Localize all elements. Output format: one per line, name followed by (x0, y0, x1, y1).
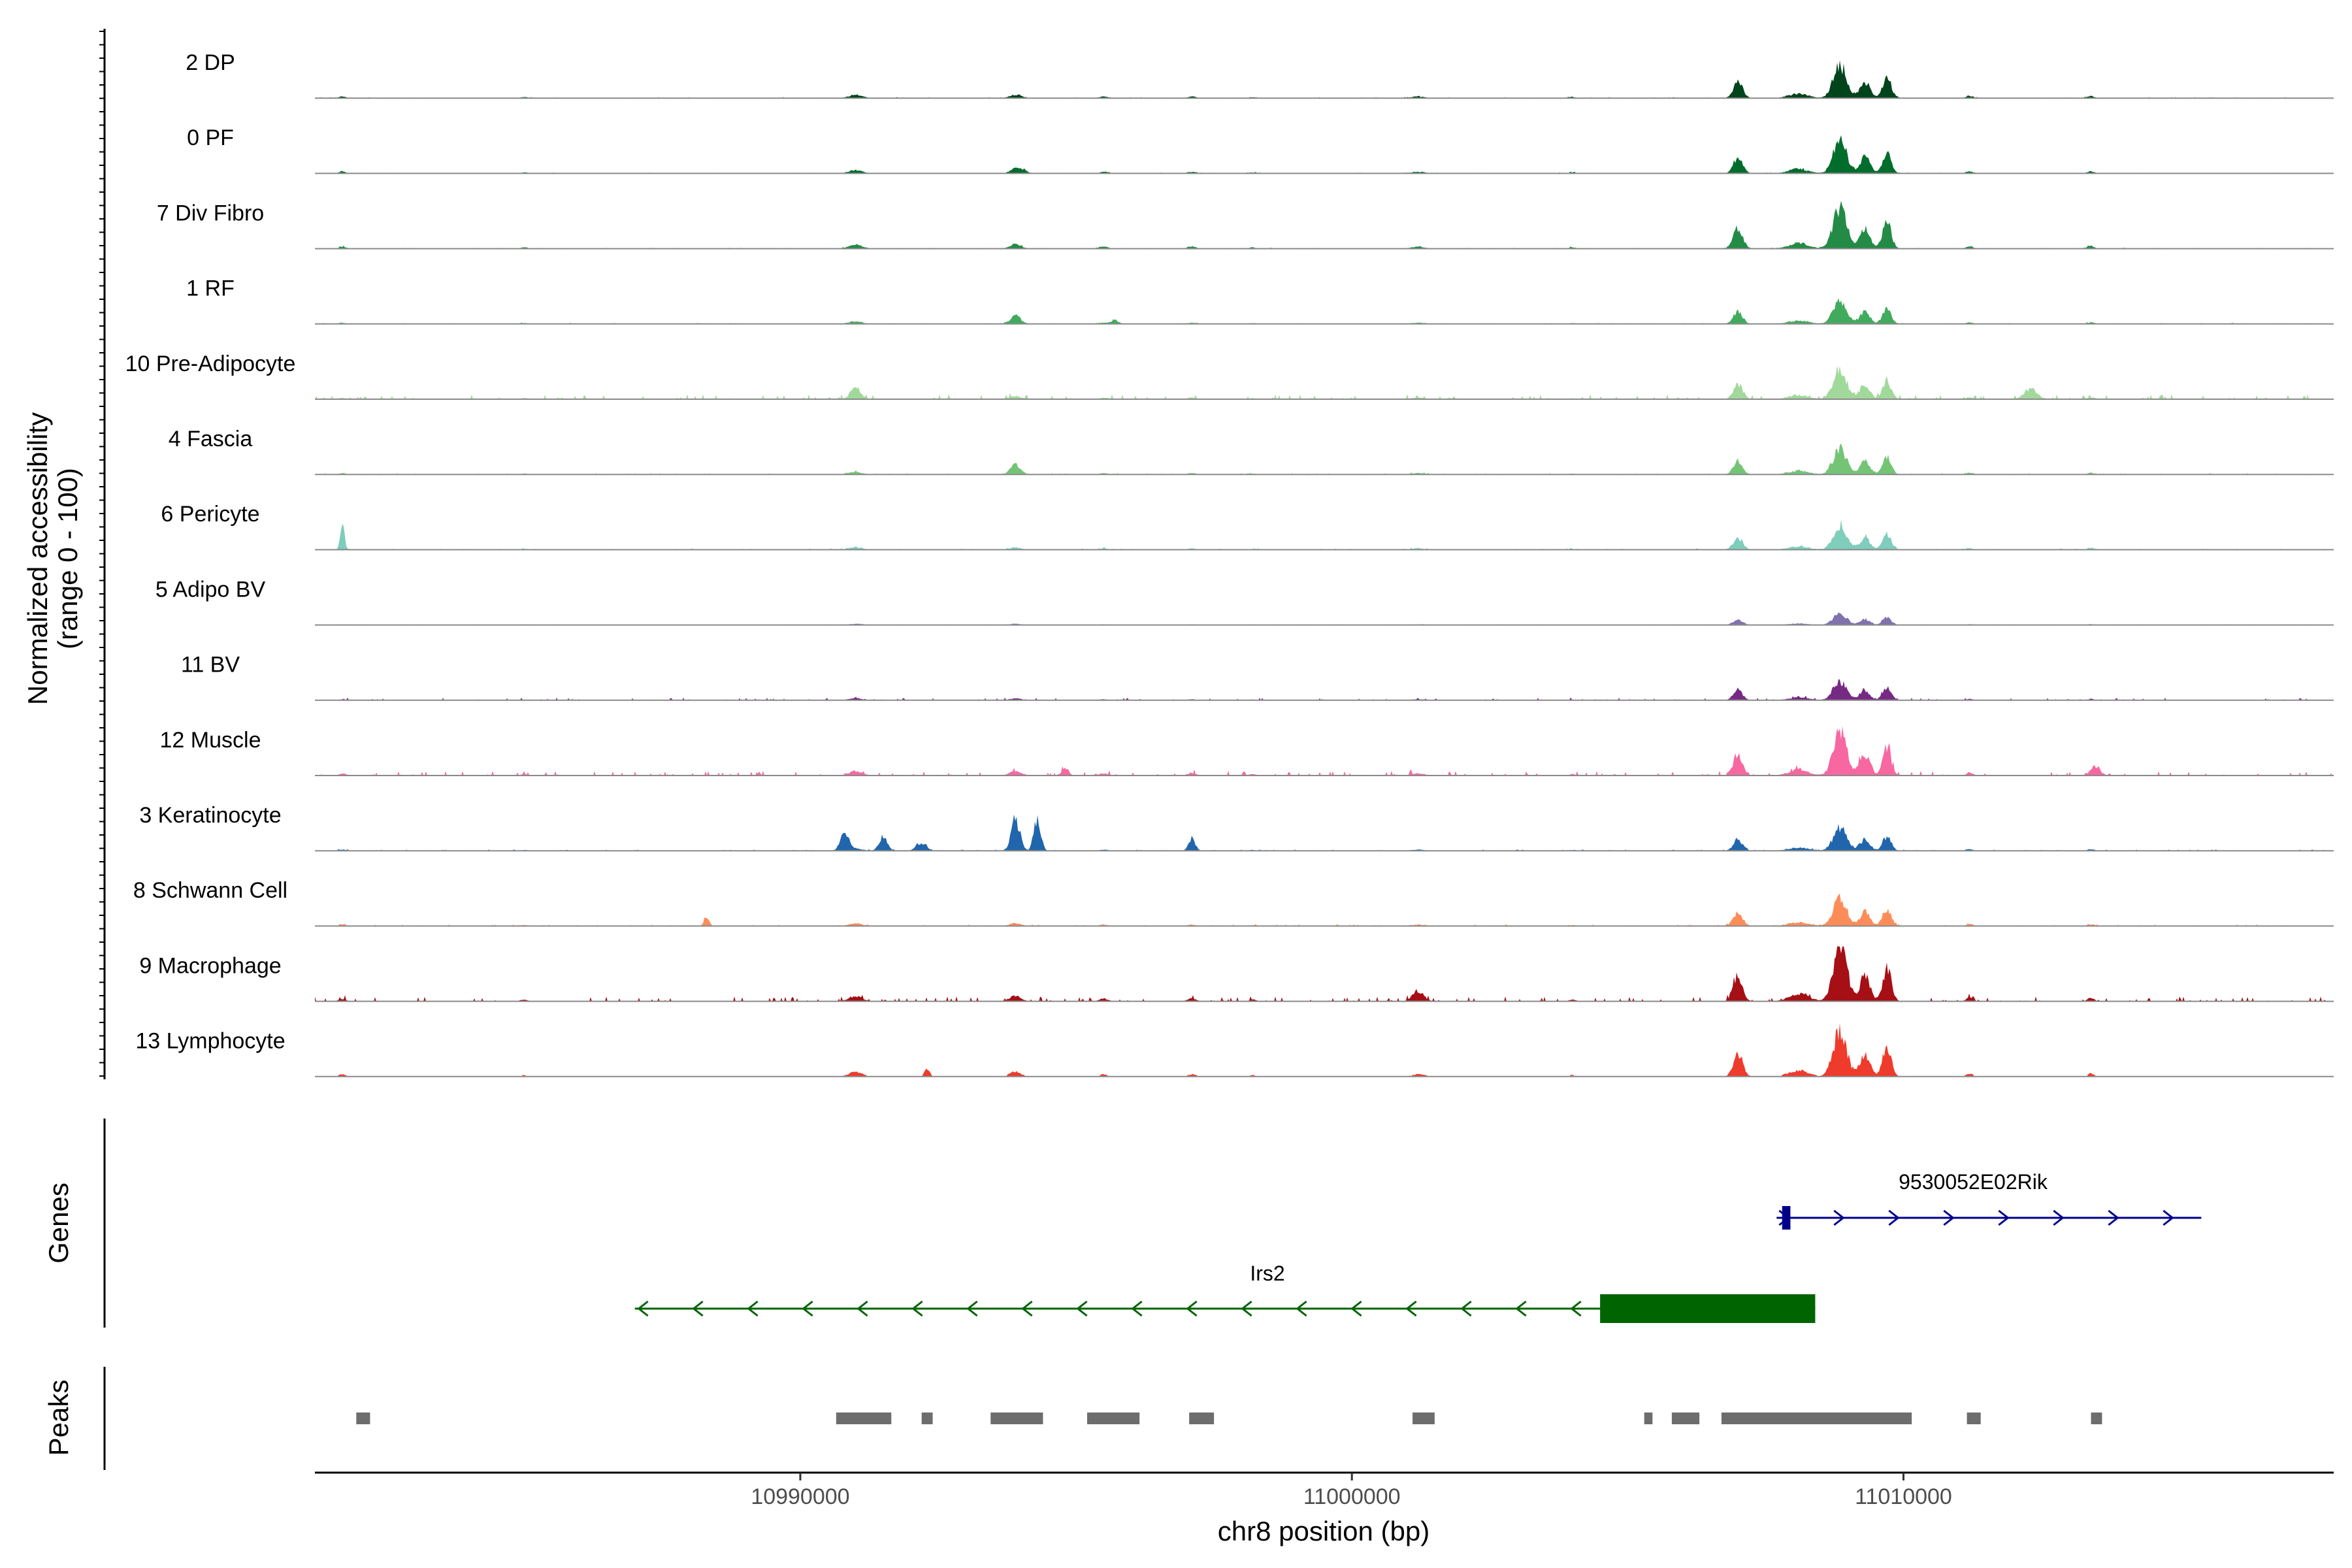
track-6: 4 Fascia (169, 427, 2334, 476)
track-label: 7 Div Fibro (157, 201, 264, 225)
track-label: 2 DP (186, 50, 235, 75)
strand-arrow (1570, 1300, 1582, 1317)
strand-arrow (1021, 1300, 1033, 1317)
track-5: 10 Pre-Adipocyte (125, 351, 2334, 400)
track-12: 8 Schwann Cell (133, 878, 2334, 927)
coverage-area (315, 443, 2334, 475)
track-9: 11 BV (181, 653, 2334, 701)
strand-arrow (1186, 1300, 1198, 1317)
coverage-tracks: 2 DP 0 PF 7 Div Fibro 1 RF 10 Pre-Adipocyte 4… (125, 50, 2334, 1077)
track-label: 4 Fascia (169, 427, 253, 451)
strand-arrow (1998, 1209, 2010, 1226)
peak-region (1189, 1413, 1215, 1424)
x-tick-label: 11010000 (1855, 1484, 1952, 1509)
strand-arrow (2108, 1209, 2119, 1226)
track-1: 2 DP (186, 50, 2334, 99)
peak-region (1644, 1413, 1653, 1424)
coverage-area (315, 60, 2334, 99)
coverage-area (315, 298, 2334, 324)
coverage-area (315, 946, 2334, 1002)
x-tick-label: 10990000 (751, 1484, 849, 1509)
strand-arrow (692, 1300, 704, 1317)
coverage-area (315, 201, 2334, 249)
track-label: 0 PF (187, 125, 234, 150)
strand-arrow (637, 1300, 649, 1317)
gene-9530052E02Rik: 9530052E02Rik (1776, 1170, 2202, 1230)
peak-region (990, 1413, 1043, 1424)
track-label: 8 Schwann Cell (133, 878, 287, 903)
genes-track: Genes 9530052E02Rik Irs2 (43, 1119, 2202, 1328)
strand-arrow (1405, 1300, 1417, 1317)
strand-arrow (1833, 1209, 1845, 1226)
strand-arrow (1943, 1209, 1955, 1226)
gene-Irs2: Irs2 (634, 1262, 1816, 1323)
exon (1782, 1206, 1791, 1230)
x-axis: chr8 position (bp) 10990000 11000000 11010… (315, 1471, 2334, 1546)
coverage-area (315, 679, 2334, 700)
track-14: 13 Lymphocyte (135, 1022, 2334, 1077)
peak-region (2091, 1413, 2102, 1424)
peak-region (1671, 1413, 1700, 1424)
track-3: 7 Div Fibro (157, 201, 2334, 250)
strand-arrow (857, 1300, 868, 1317)
strand-arrow (1350, 1300, 1362, 1317)
peak-region (836, 1413, 892, 1424)
x-tick-label: 11000000 (1303, 1484, 1401, 1509)
strand-arrow (747, 1300, 759, 1317)
peak-region (1413, 1413, 1435, 1424)
y-axis-title-line2: (range 0 - 100) (52, 468, 83, 649)
strand-arrow (1076, 1300, 1088, 1317)
track-label: 3 Keratinocyte (139, 803, 281, 828)
strand-arrow (1460, 1300, 1472, 1317)
track-10: 12 Muscle (160, 726, 2334, 776)
peak-region (356, 1413, 370, 1424)
strand-arrow (802, 1300, 813, 1317)
track-13: 9 Macrophage (139, 946, 2334, 1002)
track-label: 1 RF (186, 276, 235, 301)
track-label: 9 Macrophage (139, 953, 281, 978)
coverage-area (315, 893, 2334, 926)
y-axis: Normalized accessibility (range 0 - 100) (22, 29, 106, 1079)
track-11: 3 Keratinocyte (139, 803, 2334, 852)
track-4: 1 RF (186, 276, 2334, 325)
track-label: 10 Pre-Adipocyte (125, 351, 296, 376)
strand-arrow (966, 1300, 978, 1317)
peak-region (1721, 1413, 1912, 1424)
gene-label: 9530052E02Rik (1899, 1170, 2048, 1194)
coverage-area (315, 519, 2334, 550)
track-label: 11 BV (181, 653, 240, 678)
strand-arrow (2053, 1209, 2065, 1226)
strand-arrow (1515, 1300, 1527, 1317)
track-2: 0 PF (187, 125, 2334, 174)
strand-arrow (1296, 1300, 1307, 1317)
track-label: 6 Pericyte (161, 502, 259, 527)
gene-label: Irs2 (1250, 1262, 1284, 1285)
peak-region (1967, 1413, 1981, 1424)
track-label: 5 Adipo BV (155, 577, 266, 602)
strand-arrow (911, 1300, 923, 1317)
track-label: 12 Muscle (160, 728, 261, 753)
strand-arrow (1241, 1300, 1252, 1317)
peak-region (1086, 1413, 1140, 1424)
coverage-area (315, 135, 2334, 174)
genes-track-label: Genes (43, 1183, 74, 1264)
peaks-track-label: Peaks (43, 1380, 74, 1456)
y-axis-title-line1: Normalized accessibility (22, 412, 53, 705)
track-8: 5 Adipo BV (155, 577, 2334, 626)
strand-arrow (2163, 1209, 2174, 1226)
peaks-track: Peaks (43, 1367, 2102, 1470)
track-label: 13 Lymphocyte (135, 1029, 285, 1054)
coverage-area (315, 612, 2334, 625)
exon (1600, 1294, 1816, 1323)
track-7: 6 Pericyte (161, 502, 2334, 551)
coverage-area (315, 1022, 2334, 1077)
coverage-area (315, 365, 2334, 399)
x-axis-title: chr8 position (bp) (1218, 1516, 1430, 1546)
coverage-area (315, 726, 2334, 776)
strand-arrow (1131, 1300, 1143, 1317)
peak-region (921, 1413, 933, 1424)
coverage-area (315, 814, 2334, 851)
strand-arrow (1888, 1209, 1900, 1226)
